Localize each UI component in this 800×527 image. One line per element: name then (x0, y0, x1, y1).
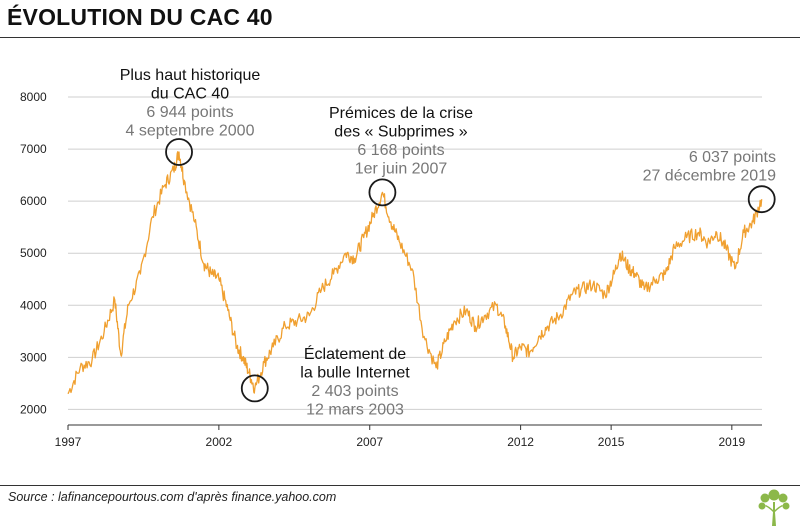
annotation-internet-bubble-value-0: 2 403 points (311, 383, 398, 400)
annotation-latest-value-0: 6 037 points (689, 149, 776, 166)
y-tick-label-7000: 7000 (20, 142, 47, 156)
annotation-all-time-high-value-0: 6 944 points (146, 104, 233, 121)
y-tick-label-4000: 4000 (20, 298, 47, 312)
x-tick-label-2012: 2012 (507, 435, 534, 449)
y-tick-label-8000: 8000 (20, 90, 47, 104)
cac40-line-chart: 2000 3000 4000 5000 6000 7000 8000 1997 2002 2007… (20, 67, 777, 449)
chart-title: ÉVOLUTION DU CAC 40 (7, 4, 273, 30)
tree-logo-icon (758, 489, 790, 526)
annotation-subprimes-heading-1: des « Subprimes » (334, 124, 468, 141)
footer-divider (0, 485, 800, 486)
x-tick-label-2007: 2007 (356, 435, 383, 449)
marker-circle-subprimes (368, 178, 397, 207)
annotation-latest-value-1: 27 décembre 2019 (643, 168, 777, 185)
marker-circle-internet-bubble (240, 374, 269, 403)
annotation-subprimes-value-1: 1er juin 2007 (355, 161, 448, 178)
annotation-subprimes-value-0: 6 168 points (357, 142, 444, 159)
y-tick-label-2000: 2000 (20, 402, 47, 416)
annotation-subprimes-heading-0: Prémices de la crise (329, 105, 473, 122)
annotation-internet-bubble-value-1: 12 mars 2003 (306, 402, 404, 419)
title-divider (0, 37, 800, 38)
y-tick-label-6000: 6000 (20, 194, 47, 208)
y-tick-label-5000: 5000 (20, 246, 47, 260)
annotation-internet-bubble-heading-0: Éclatement de (304, 344, 406, 363)
annotation-all-time-high-value-1: 4 septembre 2000 (126, 123, 255, 140)
x-tick-label-1997: 1997 (55, 435, 82, 449)
y-tick-label-3000: 3000 (20, 350, 47, 364)
annotation-all-time-high-heading-0: Plus haut historique (120, 67, 261, 84)
x-tick-label-2015: 2015 (598, 435, 625, 449)
annotation-internet-bubble-heading-1: la bulle Internet (300, 365, 410, 382)
marker-circle-latest (747, 185, 776, 214)
marker-circle-all-time-high (165, 138, 193, 166)
annotation-all-time-high-heading-1: du CAC 40 (151, 86, 229, 103)
cac40-series-line (67, 151, 763, 395)
source-note: Source : lafinancepourtous.com d'après f… (8, 490, 337, 504)
x-tick-label-2002: 2002 (206, 435, 233, 449)
x-tick-label-2019: 2019 (718, 435, 745, 449)
